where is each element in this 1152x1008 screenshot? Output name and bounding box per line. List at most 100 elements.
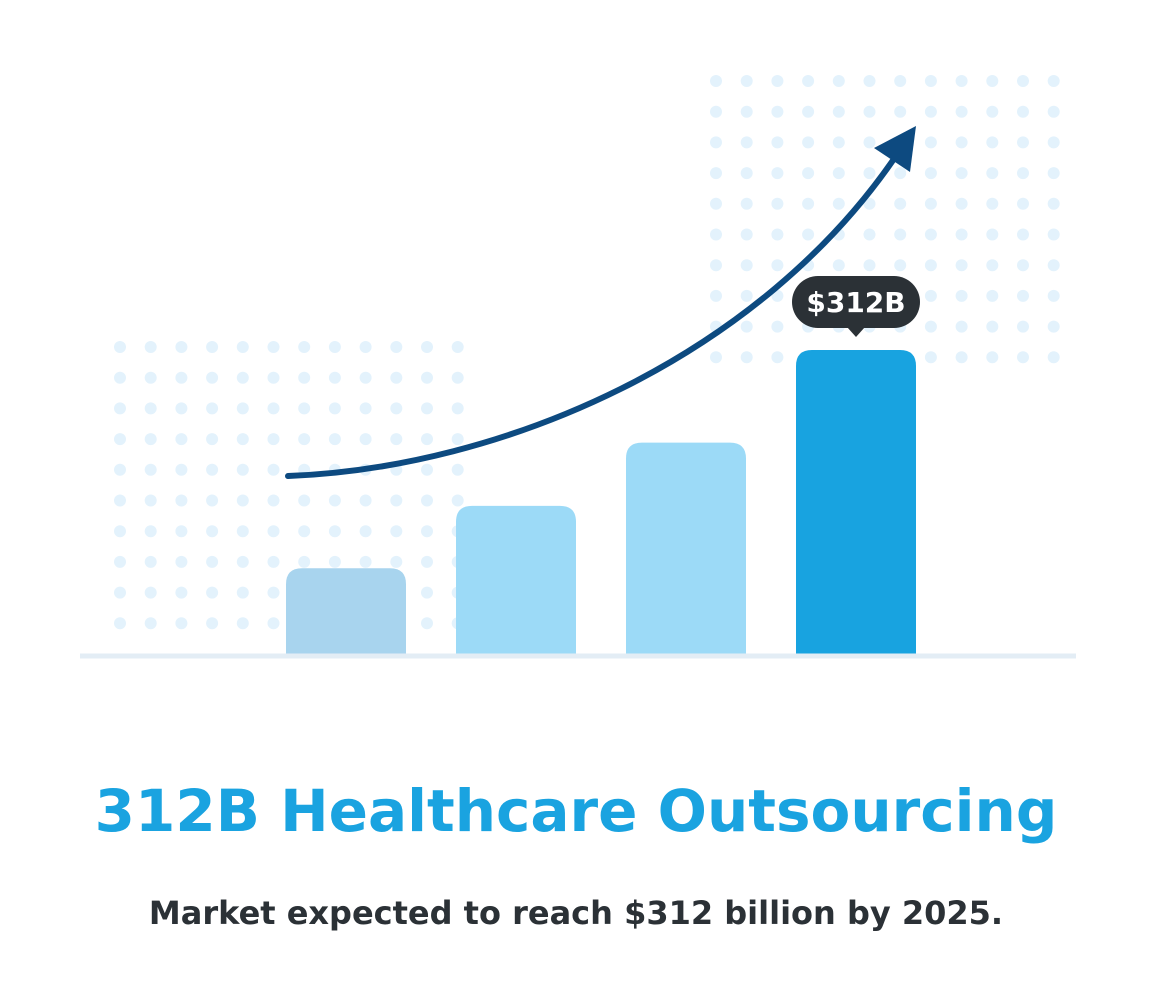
dot <box>710 167 722 180</box>
dot <box>740 351 753 364</box>
dot <box>986 105 999 118</box>
dot <box>863 105 876 118</box>
dot <box>710 289 722 302</box>
chart-title: 312B Healthcare Outsourcing <box>95 777 1058 845</box>
dot <box>863 259 876 272</box>
dot <box>175 463 188 476</box>
dot <box>421 555 433 568</box>
dot <box>1017 105 1029 118</box>
dot <box>894 197 907 210</box>
dot <box>359 494 372 507</box>
dot <box>114 371 126 384</box>
dot <box>986 289 999 302</box>
dot <box>144 555 157 568</box>
dot <box>206 586 219 599</box>
dot <box>986 167 999 180</box>
dot <box>924 75 937 87</box>
dot <box>740 75 753 87</box>
dot <box>771 136 784 149</box>
dot <box>894 259 907 272</box>
dot <box>894 228 907 241</box>
dot <box>986 197 999 210</box>
dot <box>328 555 341 568</box>
dot <box>359 341 372 353</box>
dot <box>740 136 753 149</box>
dot <box>390 433 403 446</box>
dot <box>1017 75 1029 87</box>
dot <box>863 167 876 180</box>
tooltip-bubble <box>792 276 920 328</box>
dot <box>175 341 188 353</box>
dot <box>206 341 219 353</box>
dot <box>832 105 845 118</box>
dot <box>1017 289 1029 302</box>
dot <box>894 75 907 87</box>
dot <box>1017 167 1029 180</box>
dot <box>390 525 403 538</box>
dot <box>771 320 784 333</box>
dot <box>740 197 753 210</box>
dot <box>986 320 999 333</box>
dot <box>114 494 126 507</box>
dot <box>421 525 433 538</box>
dot <box>771 75 784 87</box>
dot <box>863 228 876 241</box>
dot <box>359 402 372 415</box>
dot <box>421 433 433 446</box>
dot <box>144 402 157 415</box>
dot <box>206 402 219 415</box>
dot <box>114 617 126 630</box>
dot <box>144 371 157 384</box>
dot <box>832 136 845 149</box>
dot <box>236 341 249 353</box>
dot <box>710 228 722 241</box>
dot <box>236 586 249 599</box>
dot <box>924 197 937 210</box>
dot <box>236 555 249 568</box>
dot <box>328 402 341 415</box>
dot <box>710 351 722 364</box>
dot <box>1017 259 1029 272</box>
dot <box>771 259 784 272</box>
dot <box>298 433 311 446</box>
dot <box>802 75 815 87</box>
dot <box>710 75 722 87</box>
dot <box>206 433 219 446</box>
dot <box>267 402 280 415</box>
dot <box>924 105 937 118</box>
dot <box>236 617 249 630</box>
dot <box>236 494 249 507</box>
dot <box>710 259 722 272</box>
dot <box>175 433 188 446</box>
dot <box>1017 320 1029 333</box>
dot <box>802 228 815 241</box>
dot <box>894 105 907 118</box>
dot <box>328 433 341 446</box>
dot <box>955 167 968 180</box>
dot <box>863 75 876 87</box>
dot <box>802 197 815 210</box>
dot <box>114 433 126 446</box>
value-labels: $312B <box>792 276 920 337</box>
dot <box>114 341 126 353</box>
dot <box>421 371 433 384</box>
dot <box>451 402 464 415</box>
dot <box>740 259 753 272</box>
dot <box>298 341 311 353</box>
dot <box>267 463 280 476</box>
dot <box>832 259 845 272</box>
dot <box>421 402 433 415</box>
dot <box>740 167 753 180</box>
dot <box>236 402 249 415</box>
dot <box>144 494 157 507</box>
dot <box>421 586 433 599</box>
dot <box>267 586 280 599</box>
dot <box>359 433 372 446</box>
dot <box>236 525 249 538</box>
dot <box>175 617 188 630</box>
dot <box>740 320 753 333</box>
dot <box>206 555 219 568</box>
dot <box>1047 289 1060 302</box>
